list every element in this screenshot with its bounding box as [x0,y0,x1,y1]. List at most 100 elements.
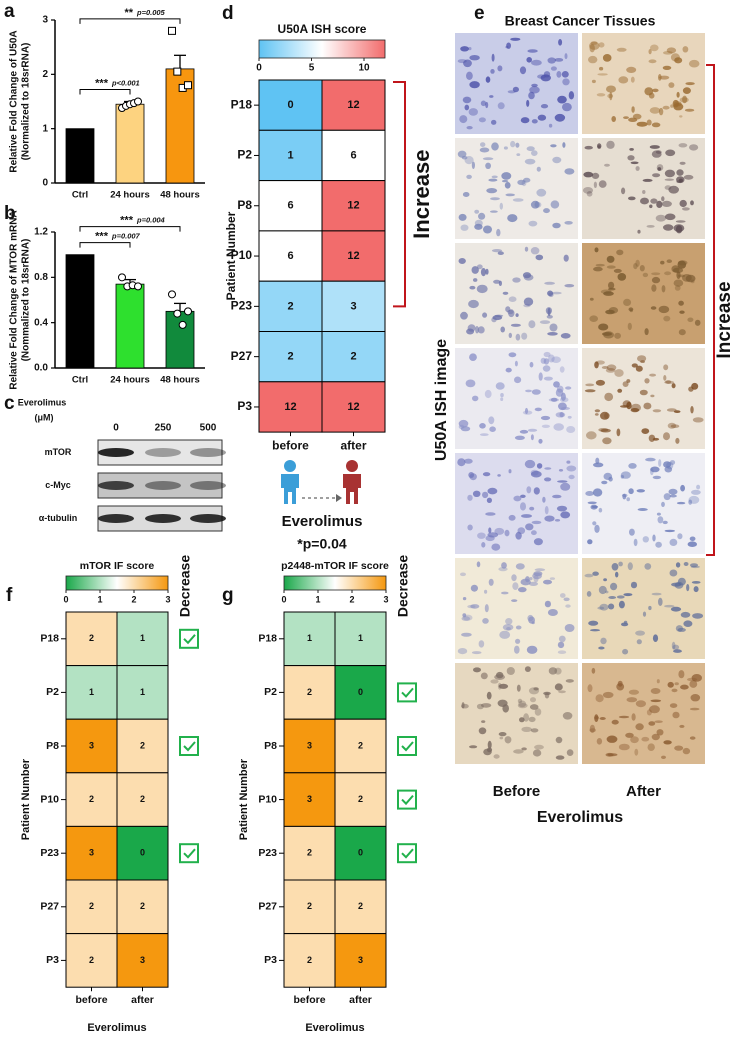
image-texture [683,562,689,566]
x-tick-label: 24 hours [110,190,150,201]
image-texture [650,306,657,310]
image-texture [679,97,689,103]
annotation: Increase [409,150,434,239]
colorbar-tick-label: 0 [256,63,262,74]
image-texture [633,538,638,547]
y-axis-label: (Nommalized to 18srRNA) [21,239,32,362]
panel-label: f [6,585,13,606]
image-texture [606,364,617,371]
image-texture [485,535,495,542]
image-texture [585,491,594,496]
image-texture [657,516,664,524]
image-bg [582,663,705,764]
image-texture [471,266,479,274]
image-texture [616,683,625,691]
image-texture [684,108,695,112]
image-texture [673,279,684,287]
image-texture [604,163,610,167]
image-texture [636,639,642,645]
image-texture [540,415,551,421]
cell-value: 12 [347,250,359,262]
image-texture [513,495,522,502]
image-texture [460,426,471,432]
image-texture [680,611,691,618]
image-texture [565,604,571,608]
image-texture [594,413,599,416]
image-texture [671,688,678,693]
image-texture [630,161,639,165]
image-texture [480,672,488,680]
image-texture [534,407,542,412]
image-texture [485,162,491,169]
image-texture [595,263,605,267]
image-texture [474,223,483,230]
image-texture [597,73,608,76]
image-texture [510,323,521,327]
tissue-image [582,138,705,239]
colorbar-tick-label: 0 [281,594,286,604]
image-texture [629,528,635,536]
image-texture [520,117,530,124]
image-texture [611,116,616,122]
image-texture [592,521,597,526]
image-texture [508,352,517,358]
image-texture [679,161,686,165]
image-texture [629,148,634,151]
image-texture [675,220,686,223]
cell-value: 2 [140,740,145,750]
image-texture [499,202,503,210]
image-texture [670,104,674,108]
image-texture [645,457,656,462]
image-texture [606,265,616,269]
image-texture [658,74,662,81]
image-texture [657,167,662,171]
image-texture [547,290,554,297]
image-texture [507,309,514,315]
image-texture [564,221,573,225]
image-texture [472,490,481,497]
image-texture [616,47,627,52]
image-texture [692,417,704,423]
image-texture [602,691,614,699]
y-axis-label: Relative Fold Change of MTOR mRNA [9,210,20,389]
image-texture [468,299,479,309]
image-texture [616,249,624,256]
image-texture [618,76,629,84]
cell-value: 12 [347,99,359,111]
image-texture [501,172,512,180]
image-texture [683,174,694,180]
image-texture [536,188,547,197]
cell-value: 2 [89,955,94,965]
panel-label: g [222,585,234,606]
image-texture [527,49,538,53]
image-texture [651,592,662,596]
cell-value: 6 [287,250,293,262]
image-texture [540,74,551,82]
image-texture [598,507,603,513]
cell-value: 0 [140,848,145,858]
image-texture [549,323,558,332]
image-texture [606,85,616,93]
image-texture [522,410,533,415]
cell-value: 2 [287,351,293,363]
image-texture [557,480,568,483]
image-texture [487,487,498,495]
image-texture [628,307,634,312]
cell-value: 2 [307,848,312,858]
image-texture [667,422,677,429]
image-texture [618,715,630,719]
image-texture [595,694,604,703]
image-texture [546,315,553,319]
image-texture [623,593,633,597]
image-texture [489,426,496,433]
image-texture [562,712,573,720]
check-box [397,789,417,810]
cell-value: 2 [89,633,94,643]
image-texture [608,287,616,291]
image-texture [594,714,599,722]
image-texture [646,709,652,716]
tissue-image [582,663,705,764]
image-texture [689,707,700,711]
image-texture [616,428,621,437]
image-texture [568,474,575,480]
